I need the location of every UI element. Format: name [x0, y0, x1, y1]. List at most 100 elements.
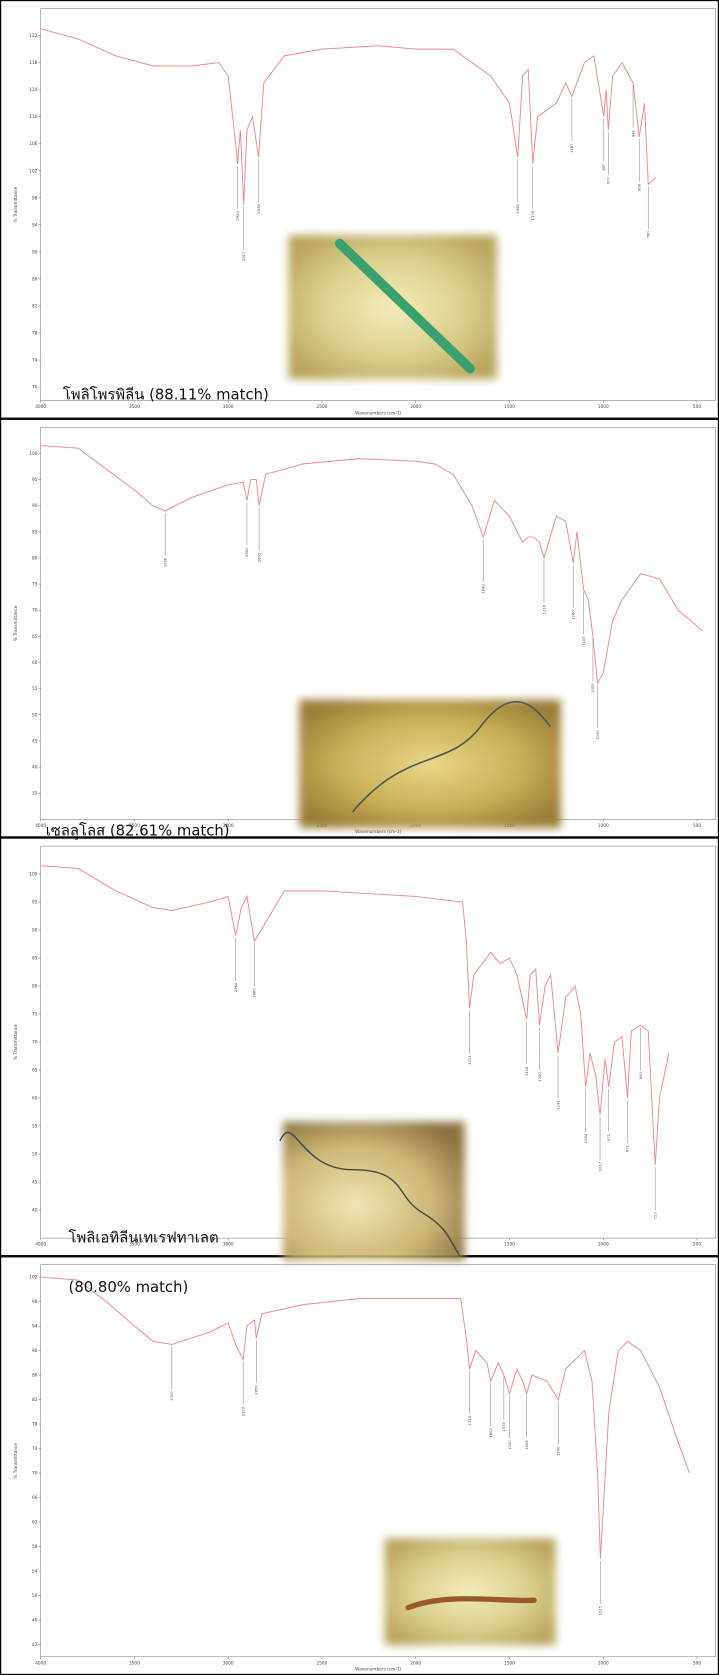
peak-label: 2850: [255, 1385, 259, 1395]
peak-label: 2920: [241, 1406, 245, 1416]
x-tick-label: 3000: [223, 404, 234, 410]
x-tick-label: 500: [693, 404, 701, 410]
peak-label: 3336: [163, 557, 167, 567]
y-tick-label: 110: [29, 114, 37, 120]
peak-label: 1340: [538, 1072, 542, 1082]
spectrum-panel: 4000 3500 3000 2500 2000 1500 1000 500 42 46 50 54 5…: [0, 1256, 719, 1675]
y-tick-label: 70: [32, 608, 38, 614]
y-tick-label: 50: [32, 1593, 38, 1599]
y-tick-label: 46: [32, 1618, 38, 1624]
x-tick-label: 1500: [504, 1660, 515, 1666]
y-axis-label: % Transmittance: [13, 605, 19, 641]
y-tick-label: 102: [29, 1275, 37, 1281]
y-axis-label: % Transmittance: [13, 1024, 19, 1060]
y-tick-label: 80: [32, 984, 38, 990]
peak-label: 2960: [234, 982, 238, 992]
y-tick-label: 95: [32, 477, 38, 483]
y-tick-label: 70: [32, 1471, 38, 1477]
peak-label: 1713: [468, 1415, 472, 1425]
y-tick-label: 65: [32, 634, 38, 640]
panel-frame: [0, 1256, 719, 1675]
y-tick-label: 85: [32, 956, 38, 962]
peak-label: 1456: [516, 204, 520, 214]
peak-label: 1094: [584, 1133, 588, 1143]
peak-label: 841: [631, 129, 635, 137]
peak-label: 1376: [531, 210, 535, 220]
peak-label: 971: [607, 1133, 611, 1141]
x-tick-label: 3500: [129, 823, 140, 829]
y-tick-label: 86: [32, 1373, 38, 1379]
y-tick-label: 65: [32, 1068, 38, 1074]
y-tick-label: 55: [32, 1124, 38, 1130]
x-tick-label: 3500: [129, 404, 140, 410]
y-axis-label: % Transmittance: [13, 186, 19, 222]
peak-label: 808: [638, 183, 642, 191]
spectrum-panel: 4000 3500 3000 2500 2000 1500 1000 500 70 74 78 82 8…: [0, 0, 719, 419]
photo: [279, 1121, 465, 1261]
y-tick-label: 114: [29, 87, 37, 93]
peak-label: 1105: [582, 636, 586, 646]
x-tick-label: 1000: [598, 823, 609, 829]
y-tick-label: 50: [32, 1152, 38, 1158]
y-tick-label: 122: [29, 33, 37, 39]
peak-label: 1160: [572, 610, 576, 620]
x-tick-label: 1000: [598, 1242, 609, 1248]
peak-label: 3300: [170, 1391, 174, 1401]
y-tick-label: 94: [32, 222, 38, 228]
match-label: โพลิเอทิลีนเทเรฟทาเลต: [69, 1229, 219, 1247]
x-tick-label: 1000: [598, 1660, 609, 1666]
x-tick-label: 3500: [129, 1242, 140, 1248]
peak-label: 1408: [525, 1066, 529, 1076]
y-tick-label: 50: [32, 712, 38, 718]
y-tick-label: 62: [32, 1520, 38, 1526]
y-tick-label: 98: [32, 195, 38, 201]
x-tick-label: 3000: [223, 1660, 234, 1666]
plot-frame: [40, 8, 716, 401]
peak-label: 1055: [591, 683, 595, 693]
peak-label: 723: [653, 1212, 657, 1220]
y-tick-label: 100: [29, 451, 37, 457]
y-tick-label: 35: [32, 791, 38, 797]
y-tick-label: 98: [32, 1299, 38, 1305]
y-tick-label: 70: [32, 385, 38, 391]
peak-label: 1167: [570, 143, 574, 153]
peak-label: 1500: [508, 1440, 512, 1450]
panel-frame: [0, 418, 719, 838]
peak-label: 2835: [257, 552, 261, 562]
y-axis-label: % Transmittance: [13, 1443, 19, 1479]
y-tick-label: 100: [29, 872, 37, 878]
peak-label: 760: [647, 231, 651, 239]
peak-label: 1017: [598, 1161, 602, 1171]
y-tick-label: 66: [32, 1495, 38, 1501]
y-tick-label: 70: [32, 1040, 38, 1046]
peak-label: 800: [639, 1072, 643, 1080]
photo: [384, 1538, 556, 1646]
y-tick-label: 54: [32, 1569, 38, 1575]
peak-label: 2950: [236, 210, 240, 220]
y-tick-label: 82: [32, 1397, 38, 1403]
peak-label: 1241: [556, 1100, 560, 1110]
peak-label: 2917: [242, 251, 246, 261]
x-tick-label: 2500: [317, 404, 328, 410]
spectrum-line: [40, 1276, 690, 1559]
plot-frame: [40, 1264, 716, 1658]
peak-label: 1530: [502, 1421, 506, 1431]
y-tick-label: 90: [32, 503, 38, 509]
x-tick-label: 1500: [504, 1242, 515, 1248]
y-tick-label: 55: [32, 686, 38, 692]
spectrum-line: [40, 865, 670, 1166]
match-label: โพลิโพรพิลีน (88.11% match): [63, 385, 269, 403]
x-axis-label: Wavenumbers (cm-1): [355, 410, 401, 416]
x-axis-label: Wavenumbers (cm-1): [355, 829, 401, 835]
y-tick-label: 42: [32, 1642, 38, 1648]
y-tick-label: 60: [32, 660, 38, 666]
y-tick-label: 78: [32, 330, 38, 336]
y-tick-label: 74: [32, 358, 38, 364]
y-tick-label: 90: [32, 249, 38, 255]
y-tick-label: 75: [32, 1012, 38, 1018]
y-tick-label: 60: [32, 1096, 38, 1102]
y-tick-label: 95: [32, 900, 38, 906]
x-tick-label: 500: [693, 1660, 701, 1666]
